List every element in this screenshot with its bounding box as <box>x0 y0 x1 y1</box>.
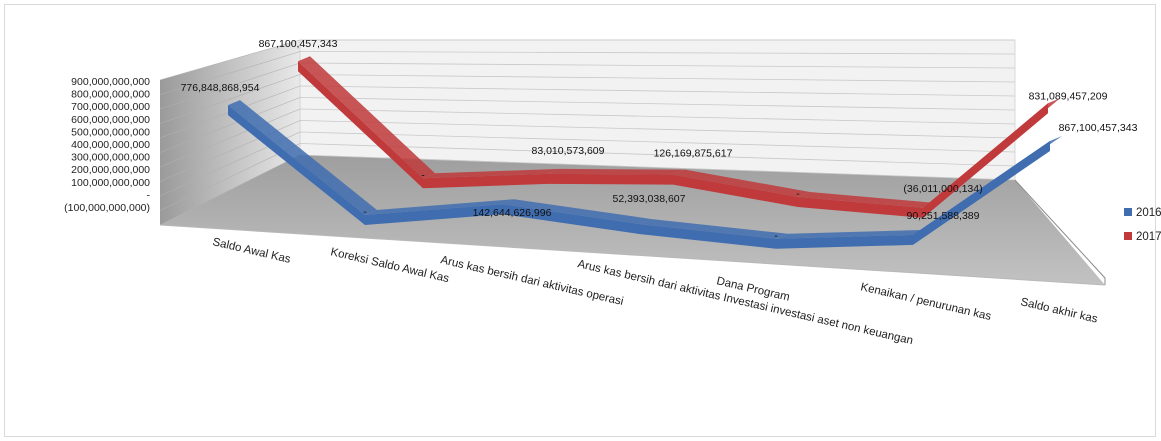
series-2016-segment <box>228 105 365 225</box>
gridline-side <box>159 39 301 81</box>
data-label-2016: 142,644,626,996 <box>473 207 552 219</box>
series-2016-top <box>639 218 788 239</box>
gridline-side <box>159 74 301 124</box>
series-2017-top <box>298 56 435 179</box>
y-tick-label: 200,000,000,000 <box>71 164 150 176</box>
y-tick-label: - <box>147 189 151 201</box>
legend-swatch <box>1124 232 1132 240</box>
gridline <box>299 51 1016 55</box>
y-tick-label: 500,000,000,000 <box>71 126 150 138</box>
series-ribbons <box>228 56 1062 249</box>
series-2017-top <box>548 168 685 175</box>
gridline-side <box>159 97 301 153</box>
gridline-side <box>159 108 301 168</box>
gridline-side <box>159 62 301 110</box>
side-wall <box>160 40 300 225</box>
y-tick-label: 600,000,000,000 <box>71 114 150 126</box>
series-2016-segment <box>502 204 639 234</box>
gridline-side <box>159 51 301 95</box>
y-tick-label: 100,000,000,000 <box>71 177 150 189</box>
data-label-2017: 83,010,573,609 <box>532 145 605 157</box>
gridline-side <box>159 143 301 211</box>
gridline <box>299 108 1016 125</box>
y-axis-labels: 900,000,000,000800,000,000,000700,000,00… <box>64 76 150 214</box>
data-labels: 776,848,868,954 - 142,644,626,996 52,393,03… <box>181 38 1138 242</box>
series-2017-segment <box>923 103 1048 218</box>
series-2017-top <box>798 192 935 208</box>
floor-edge <box>1014 179 1106 285</box>
series-2017-top <box>673 169 810 197</box>
legend-label: 2017 <box>1136 231 1161 243</box>
gridline <box>299 120 1016 139</box>
series-2016-top <box>502 199 651 224</box>
data-label-2016: 90,251,588,389 <box>907 210 980 222</box>
series-2017-segment <box>673 174 798 207</box>
gridline <box>299 74 1016 83</box>
series-2016-segment <box>639 223 776 249</box>
gridline <box>299 62 1016 69</box>
category-label: Kenaikan / penurunan kas <box>859 281 992 323</box>
y-tick-label: 800,000,000,000 <box>71 89 150 101</box>
series-2017-segment <box>423 173 548 189</box>
gridline <box>299 131 1016 153</box>
y-tick-label: 700,000,000,000 <box>71 101 150 113</box>
data-label-2016: 867,100,457,343 <box>1059 122 1138 134</box>
floor-front-edge <box>159 224 1106 286</box>
data-label-2017: - <box>796 188 800 200</box>
gridlines <box>159 39 1016 226</box>
gridline <box>299 85 1016 97</box>
y-tick-label: 900,000,000,000 <box>71 76 150 88</box>
series-2017-top <box>423 168 560 179</box>
gridline <box>299 143 1016 167</box>
legend-swatch <box>1124 208 1132 216</box>
data-label-2017: - <box>421 169 425 181</box>
y-tick-label: 400,000,000,000 <box>71 139 150 151</box>
data-label-2016: - <box>774 230 778 242</box>
legend-label: 2016 <box>1136 207 1161 219</box>
category-label: Saldo Awal Kas <box>211 236 292 266</box>
data-label-2017: 867,100,457,343 <box>259 38 338 50</box>
data-label-2017: 831,089,457,209 <box>1029 90 1108 102</box>
data-label-2016: - <box>363 206 367 218</box>
gridline-side <box>159 154 301 226</box>
data-label-2016: 52,393,038,607 <box>613 193 686 205</box>
gridline <box>299 97 1016 111</box>
series-2017-segment <box>548 173 673 185</box>
legend: 2016 2017 <box>1124 207 1161 243</box>
y-tick-label: (100,000,000,000) <box>64 202 150 214</box>
series-2016-segment <box>776 234 913 249</box>
series-2016-segment <box>365 204 502 225</box>
data-label-2016: 776,848,868,954 <box>181 82 260 94</box>
series-2016-top <box>228 100 377 215</box>
category-label: Saldo akhir kas <box>1019 296 1099 325</box>
series-2016-segment <box>913 140 1050 245</box>
data-label-2017: 126,169,875,617 <box>654 148 733 160</box>
series-2017-segment <box>798 197 923 218</box>
series-2016-top <box>776 229 925 239</box>
series-2017-segment <box>298 61 423 189</box>
category-label: Koreksi Saldo Awal Kas <box>329 246 450 285</box>
data-label-2017: (36,011,000,134) <box>903 183 982 195</box>
category-label: Arus kas bersih dari aktivitas Investasi… <box>576 258 914 347</box>
series-2016-top <box>365 199 514 215</box>
y-tick-label: 300,000,000,000 <box>71 152 150 164</box>
